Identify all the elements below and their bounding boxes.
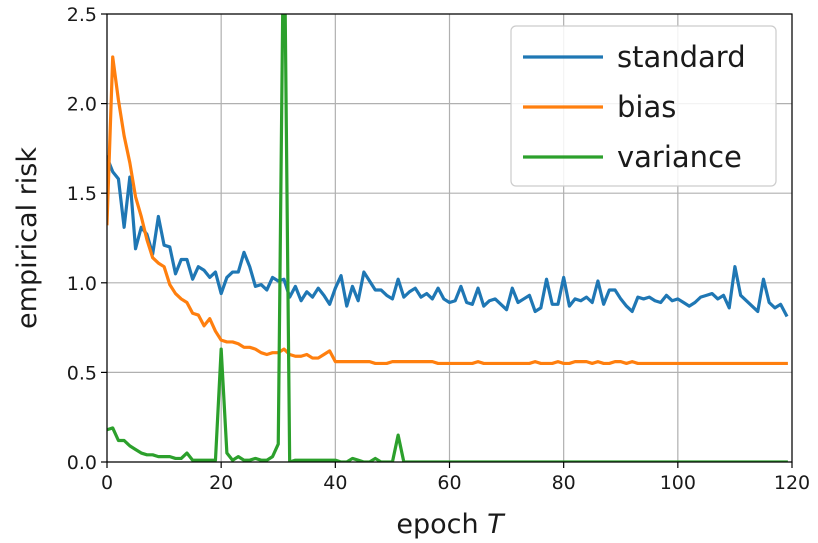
y-axis-title: empirical risk	[12, 147, 43, 329]
legend-label-variance: variance	[617, 140, 742, 174]
plot-area	[107, 14, 789, 462]
x-tick-label: 20	[209, 472, 233, 494]
x-tick-label: 60	[437, 472, 461, 494]
x-tick-label: 100	[660, 472, 696, 494]
x-axis-title: epoch T	[396, 509, 506, 540]
y-tick-label: 0.5	[67, 362, 97, 384]
x-tick-label: 120	[774, 472, 810, 494]
y-tick-label: 1.0	[67, 273, 97, 295]
x-tick-label: 80	[552, 472, 576, 494]
legend-label-standard: standard	[617, 40, 746, 74]
series-line-standard	[107, 155, 789, 318]
legend-label-bias: bias	[617, 90, 676, 124]
x-tick-label: 0	[101, 472, 113, 494]
y-axis: 0.0 0.5 1.0 1.5 2.0 2.5	[67, 4, 107, 474]
y-tick-label: 2.0	[67, 94, 97, 116]
legend-box	[510, 25, 777, 187]
x-tick-label: 40	[323, 472, 347, 494]
series-group	[107, 14, 789, 462]
y-tick-label: 2.5	[67, 4, 97, 26]
series-line-bias	[107, 55, 788, 366]
y-tick-label: 1.5	[67, 183, 97, 205]
y-tick-label: 0.0	[67, 452, 97, 474]
x-axis: 0 20 40 60 80 100 120	[101, 462, 810, 494]
x-axis-variable: T	[487, 509, 506, 540]
legend: standard bias variance	[510, 25, 777, 187]
series-line-variance	[107, 14, 788, 462]
